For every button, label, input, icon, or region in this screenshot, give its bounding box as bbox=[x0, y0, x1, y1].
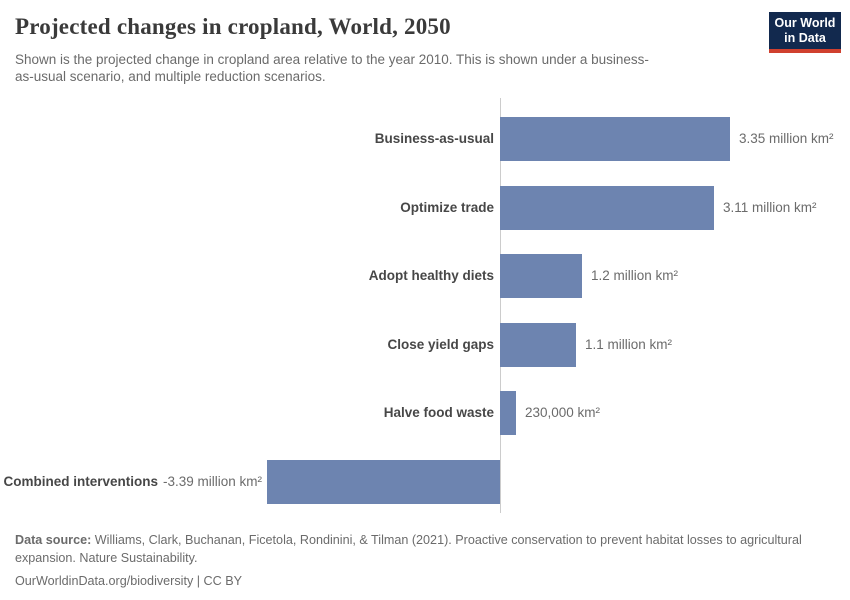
value-label: 3.35 million km² bbox=[739, 131, 834, 146]
data-source-label: Data source: bbox=[15, 533, 92, 547]
value-label: 1.1 million km² bbox=[585, 337, 673, 352]
category-label: Optimize trade bbox=[400, 200, 494, 215]
owid-logo[interactable]: Our World in Data bbox=[769, 12, 841, 53]
value-label: 3.11 million km² bbox=[723, 200, 817, 215]
value-label: 230,000 km² bbox=[525, 405, 601, 420]
data-source-text: Williams, Clark, Buchanan, Ficetola, Ron… bbox=[15, 533, 802, 565]
bar-3[interactable] bbox=[500, 323, 576, 367]
category-and-value-label: Combined interventions -3.39 million km² bbox=[0, 460, 262, 504]
bar-0[interactable] bbox=[500, 117, 730, 161]
category-label: Business-as-usual bbox=[374, 131, 494, 146]
owid-logo-line2: in Data bbox=[784, 31, 826, 45]
chart-header: Projected changes in cropland, World, 20… bbox=[0, 0, 850, 86]
value-label: 1.2 million km² bbox=[591, 268, 679, 283]
page-title: Projected changes in cropland, World, 20… bbox=[15, 14, 451, 39]
category-label: Close yield gaps bbox=[387, 337, 494, 352]
category-label: Halve food waste bbox=[383, 405, 494, 420]
category-label: Adopt healthy diets bbox=[368, 268, 494, 283]
value-label: -3.39 million km² bbox=[162, 474, 262, 489]
zero-axis-line bbox=[500, 98, 501, 513]
owid-logo-line1: Our World bbox=[774, 16, 836, 30]
chart-area: Business-as-usual 3.35 million km² Optimiz… bbox=[0, 98, 850, 513]
chart-footer: Data source: Williams, Clark, Buchanan, … bbox=[15, 531, 833, 590]
bar-5[interactable] bbox=[267, 460, 500, 504]
owid-license-link[interactable]: OurWorldinData.org/biodiversity | CC BY bbox=[15, 574, 243, 588]
data-source-note: Data source: Williams, Clark, Buchanan, … bbox=[15, 531, 833, 567]
bar-1[interactable] bbox=[500, 186, 714, 230]
bar-4[interactable] bbox=[500, 391, 516, 435]
bar-2[interactable] bbox=[500, 254, 582, 298]
category-label: Combined interventions bbox=[3, 474, 158, 489]
chart-subtitle: Shown is the projected change in croplan… bbox=[15, 52, 649, 85]
